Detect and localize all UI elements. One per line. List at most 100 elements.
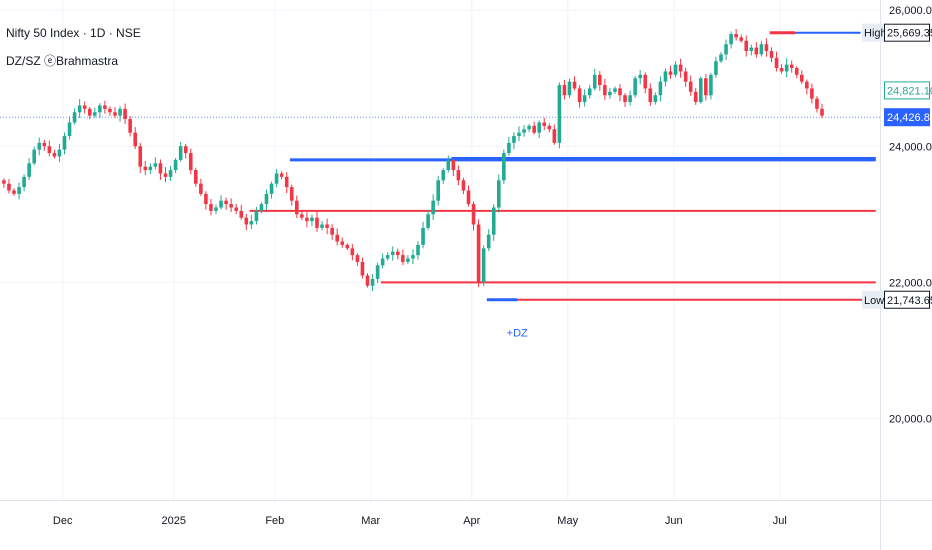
candle-body[interactable] — [613, 88, 617, 92]
candle-body[interactable] — [481, 248, 486, 283]
candle-body[interactable] — [375, 265, 380, 279]
candle-body[interactable] — [699, 78, 703, 103]
candle-body[interactable] — [709, 74, 713, 96]
candle-body[interactable] — [592, 74, 597, 89]
candle-body[interactable] — [638, 74, 642, 79]
candle-body[interactable] — [497, 180, 501, 208]
candle-body[interactable] — [623, 95, 627, 103]
candle-body[interactable] — [138, 146, 143, 167]
candle-body[interactable] — [466, 190, 471, 205]
candle-body[interactable] — [567, 81, 572, 96]
candle-body[interactable] — [769, 51, 774, 58]
candle-body[interactable] — [113, 112, 117, 116]
candle-body[interactable] — [618, 88, 622, 96]
candle-body[interactable] — [390, 251, 395, 256]
candle-body[interactable] — [810, 88, 814, 99]
candle-body[interactable] — [57, 149, 62, 157]
candle-body[interactable] — [52, 153, 57, 157]
candle-body[interactable] — [143, 166, 148, 171]
candle-body[interactable] — [779, 68, 784, 72]
candle-body[interactable] — [133, 132, 137, 147]
candle-body[interactable] — [446, 159, 451, 171]
candle-body[interactable] — [426, 214, 430, 228]
candle-body[interactable] — [491, 207, 496, 235]
candle-body[interactable] — [431, 200, 435, 215]
candle-body[interactable] — [82, 105, 87, 109]
candle-body[interactable] — [552, 129, 557, 143]
candle-body[interactable] — [365, 275, 370, 286]
candle-body[interactable] — [234, 207, 238, 211]
candle-body[interactable] — [759, 44, 764, 55]
candle-body[interactable] — [62, 136, 67, 150]
candle-body[interactable] — [325, 224, 329, 228]
candle-body[interactable] — [300, 214, 304, 218]
candle-body[interactable] — [486, 234, 491, 249]
candle-body[interactable] — [22, 176, 26, 188]
candle-body[interactable] — [77, 105, 82, 113]
candle-body[interactable] — [17, 187, 21, 194]
candle-body[interactable] — [370, 278, 375, 286]
candle-body[interactable] — [416, 244, 420, 256]
candle-body[interactable] — [789, 64, 794, 69]
candle-body[interactable] — [749, 47, 754, 52]
candle-body[interactable] — [153, 163, 158, 167]
candle-body[interactable] — [406, 258, 410, 262]
candle-body[interactable] — [269, 183, 274, 194]
candle-body[interactable] — [794, 68, 799, 75]
candle-body[interactable] — [128, 119, 132, 133]
candle-body[interactable] — [663, 71, 668, 82]
candle-body[interactable] — [461, 180, 466, 191]
candle-body[interactable] — [401, 255, 405, 262]
candle-body[interactable] — [194, 170, 198, 184]
candle-body[interactable] — [704, 78, 708, 96]
candle-body[interactable] — [295, 200, 299, 215]
candle-body[interactable] — [456, 170, 461, 181]
candle-body[interactable] — [310, 217, 314, 222]
candle-body[interactable] — [37, 142, 42, 150]
candle-body[interactable] — [229, 204, 233, 208]
candle-body[interactable] — [259, 204, 264, 211]
candle-body[interactable] — [209, 204, 213, 211]
candle-body[interactable] — [512, 136, 516, 143]
candle-body[interactable] — [284, 176, 289, 188]
candle-body[interactable] — [436, 180, 440, 201]
candle-body[interactable] — [784, 64, 789, 72]
candle-body[interactable] — [734, 34, 738, 38]
candle-body[interactable] — [289, 187, 294, 201]
candle-body[interactable] — [648, 88, 653, 103]
candle-body[interactable] — [103, 105, 107, 109]
candle-body[interactable] — [148, 166, 153, 171]
candle-body[interactable] — [7, 183, 11, 191]
candle-body[interactable] — [173, 159, 178, 171]
candle-body[interactable] — [673, 64, 678, 75]
candle-body[interactable] — [774, 57, 779, 69]
candle-body[interactable] — [421, 227, 425, 245]
candle-body[interactable] — [800, 74, 804, 82]
candle-body[interactable] — [350, 248, 355, 256]
candle-body[interactable] — [507, 142, 511, 154]
candle-body[interactable] — [279, 173, 284, 177]
candle-body[interactable] — [603, 85, 607, 96]
candle-body[interactable] — [264, 193, 269, 205]
candle-body[interactable] — [628, 95, 632, 103]
candle-body[interactable] — [158, 163, 163, 174]
candle-body[interactable] — [598, 74, 602, 86]
candle-body[interactable] — [476, 224, 481, 283]
candle-body[interactable] — [345, 244, 350, 249]
candle-body[interactable] — [340, 241, 345, 245]
candle-body[interactable] — [820, 108, 824, 116]
candle-body[interactable] — [537, 122, 541, 133]
candle-body[interactable] — [577, 88, 582, 103]
candle-body[interactable] — [305, 217, 309, 222]
candle-body[interactable] — [608, 91, 612, 96]
candle-body[interactable] — [188, 153, 193, 171]
candle-body[interactable] — [532, 125, 536, 133]
candle-body[interactable] — [32, 149, 36, 164]
candle-body[interactable] — [688, 81, 693, 92]
candle-body[interactable] — [815, 98, 819, 109]
candle-body[interactable] — [27, 163, 31, 177]
candle-body[interactable] — [335, 234, 339, 242]
candle-body[interactable] — [744, 40, 749, 52]
candle-body[interactable] — [2, 180, 6, 184]
candle-body[interactable] — [72, 112, 77, 123]
